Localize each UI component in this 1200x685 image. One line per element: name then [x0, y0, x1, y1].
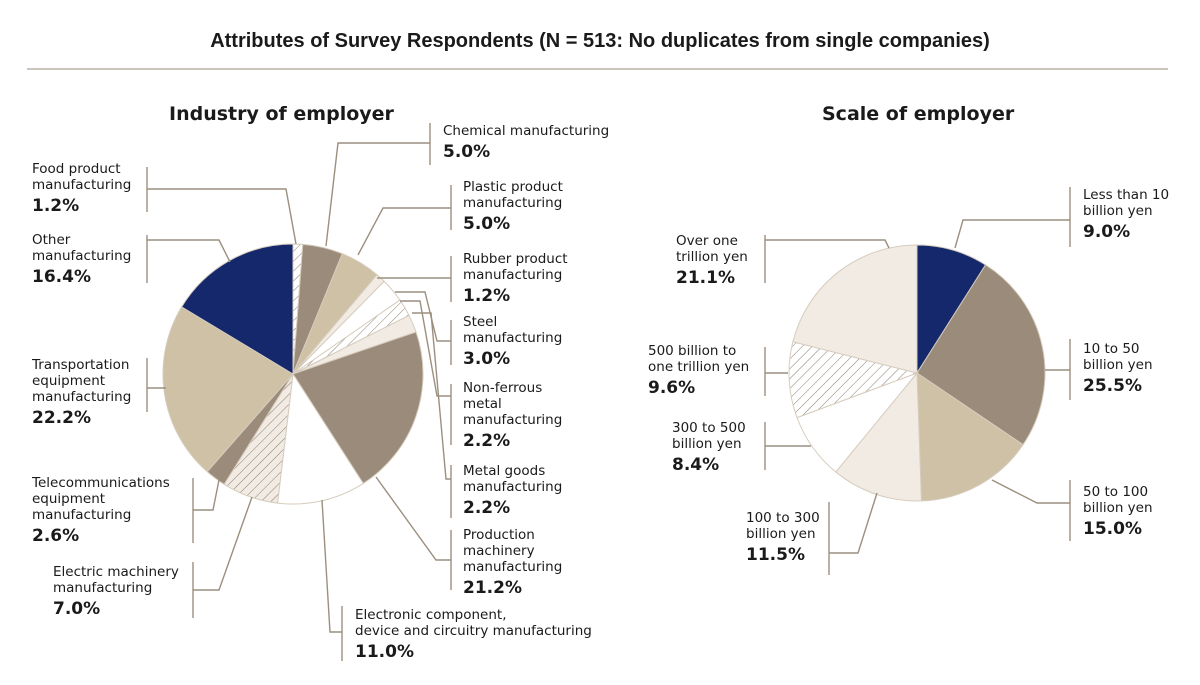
slice-label-value: 7.0% — [53, 599, 101, 619]
main-title: Attributes of Survey Respondents (N = 51… — [210, 30, 990, 52]
leader-electric — [193, 496, 253, 591]
slice-label-value: 2.6% — [32, 526, 80, 546]
slice-label-value: 5.0% — [463, 214, 511, 234]
industry-chart-title: Industry of employer — [169, 103, 394, 125]
slice-label-name: Metal goods manufacturing — [463, 463, 563, 495]
slice-label-food-product-manufacturing: Food product manufacturing 1.2% — [32, 161, 131, 217]
leader-electronic — [321, 499, 342, 633]
slice-label-less-than-10-billion-yen: Less than 10 billion yen 9.0% — [1083, 187, 1169, 243]
leader-food — [147, 188, 297, 245]
slice-label-steel-manufacturing: Steel manufacturing 3.0% — [463, 314, 562, 370]
pie-slice-10-to-50-billion-yen — [916, 264, 1046, 446]
slice-label-name: Over one trillion yen — [676, 233, 748, 265]
slice-label-name: Plastic product manufacturing — [463, 179, 563, 211]
leader-nonferrous — [400, 300, 451, 397]
slice-label-value: 15.0% — [1083, 519, 1142, 539]
scale-pie — [788, 244, 1046, 502]
slice-label-value: 2.2% — [463, 431, 511, 451]
slice-label-name: Food product manufacturing — [32, 161, 132, 193]
slice-label-value: 21.1% — [676, 268, 735, 288]
slice-label-rubber-product-manufacturing: Rubber product manufacturing 1.2% — [463, 251, 568, 307]
slice-label-production-machinery-manufacturing: Production machinery manufacturing 21.2% — [463, 527, 562, 599]
pie-slice-500-billion-to-one-trillion-yen — [788, 341, 919, 419]
leader-plastic — [357, 207, 451, 256]
slice-label-value: 2.2% — [463, 498, 511, 518]
slice-label-name: Other manufacturing — [32, 232, 132, 264]
slice-label-over-one-trillion-yen: Over one trillion yen 21.1% — [676, 233, 748, 289]
slice-label-name: 500 billion to one trillion yen — [648, 343, 750, 375]
slice-label-other-manufacturing: Other manufacturing 16.4% — [32, 232, 131, 288]
slice-label-name: 10 to 50 billion yen — [1083, 341, 1153, 373]
slice-label-value: 16.4% — [32, 267, 91, 287]
slice-label-name: Steel manufacturing — [463, 314, 563, 346]
slice-label-value: 5.0% — [443, 142, 491, 162]
slice-label-non-ferrous-metal-manufacturing: Non-ferrous metal manufacturing 2.2% — [463, 380, 562, 452]
slice-label-500-billion-to-one-trillion-yen: 500 billion to one trillion yen 9.6% — [648, 343, 749, 399]
slice-label-chemical-manufacturing: Chemical manufacturing 5.0% — [443, 123, 609, 163]
slice-label-value: 21.2% — [463, 578, 522, 598]
leader-lines — [146, 123, 1071, 661]
slice-label-transportation-equipment-manufacturing: Transportation equipment manufacturing 22… — [32, 357, 131, 429]
slice-label-name: 300 to 500 billion yen — [672, 420, 746, 452]
slice-label-electronic-component-device-and-circuitry-manufacturing: Electronic component, device and circuit… — [355, 607, 592, 663]
slice-label-name: Chemical manufacturing — [443, 123, 610, 139]
pie-slice-transportation-equipment-manufacturing — [162, 306, 294, 473]
slice-label-name: Telecommunications equipment manufacturi… — [32, 475, 170, 523]
slice-label-name: 50 to 100 billion yen — [1083, 484, 1153, 516]
leader-over1t — [765, 239, 890, 249]
pie-slice-over-one-trillion-yen — [792, 244, 918, 374]
slice-label-value: 9.6% — [648, 378, 696, 398]
slice-label-value: 11.0% — [355, 642, 414, 662]
slice-label-value: 1.2% — [463, 286, 511, 306]
slice-label-10-to-50-billion-yen: 10 to 50 billion yen 25.5% — [1083, 341, 1153, 397]
slice-label-name: Electronic component, device and circuit… — [355, 607, 592, 639]
slice-label-name: Electric machinery manufacturing — [53, 564, 179, 596]
slice-label-name: Non-ferrous metal manufacturing — [463, 380, 563, 428]
slice-label-name: Less than 10 billion yen — [1083, 187, 1170, 219]
leader-lt10 — [954, 219, 1070, 249]
slice-label-name: Transportation equipment manufacturing — [32, 357, 132, 405]
leader-other — [147, 239, 231, 263]
slice-label-name: Production machinery manufacturing — [463, 527, 563, 575]
slice-label-value: 9.0% — [1083, 222, 1131, 242]
slice-label-name: Rubber product manufacturing — [463, 251, 568, 283]
slice-label-value: 22.2% — [32, 408, 91, 428]
slice-label-metal-goods-manufacturing: Metal goods manufacturing 2.2% — [463, 463, 562, 519]
leader-production — [375, 476, 451, 561]
slice-label-value: 11.5% — [746, 545, 805, 565]
pie-slice-production-machinery-manufacturing — [292, 331, 424, 485]
leader-100-300 — [829, 492, 878, 554]
scale-chart-title: Scale of employer — [822, 103, 1015, 125]
slice-label-300-to-500-billion-yen: 300 to 500 billion yen 8.4% — [672, 420, 746, 476]
pie-slice-50-to-100-billion-yen — [916, 372, 1024, 502]
slice-label-value: 1.2% — [32, 196, 80, 216]
slice-label-value: 25.5% — [1083, 376, 1142, 396]
leader-chemical — [325, 142, 430, 247]
leader-metalgoods — [412, 312, 451, 480]
slice-label-50-to-100-billion-yen: 50 to 100 billion yen 15.0% — [1083, 484, 1153, 540]
slice-label-name: 100 to 300 billion yen — [746, 510, 820, 542]
slice-label-100-to-300-billion-yen: 100 to 300 billion yen 11.5% — [746, 510, 820, 566]
slice-label-electric-machinery-manufacturing: Electric machinery manufacturing 7.0% — [53, 564, 179, 620]
title-divider — [27, 68, 1168, 70]
slice-label-telecommunications-equipment-manufacturing: Telecommunications equipment manufacturi… — [32, 475, 170, 547]
slice-label-value: 3.0% — [463, 349, 511, 369]
industry-pie — [162, 243, 424, 505]
slice-label-value: 8.4% — [672, 455, 720, 475]
slice-label-plastic-product-manufacturing: Plastic product manufacturing 5.0% — [463, 179, 563, 235]
leader-50-100 — [991, 479, 1070, 504]
leader-telecom — [193, 479, 220, 511]
